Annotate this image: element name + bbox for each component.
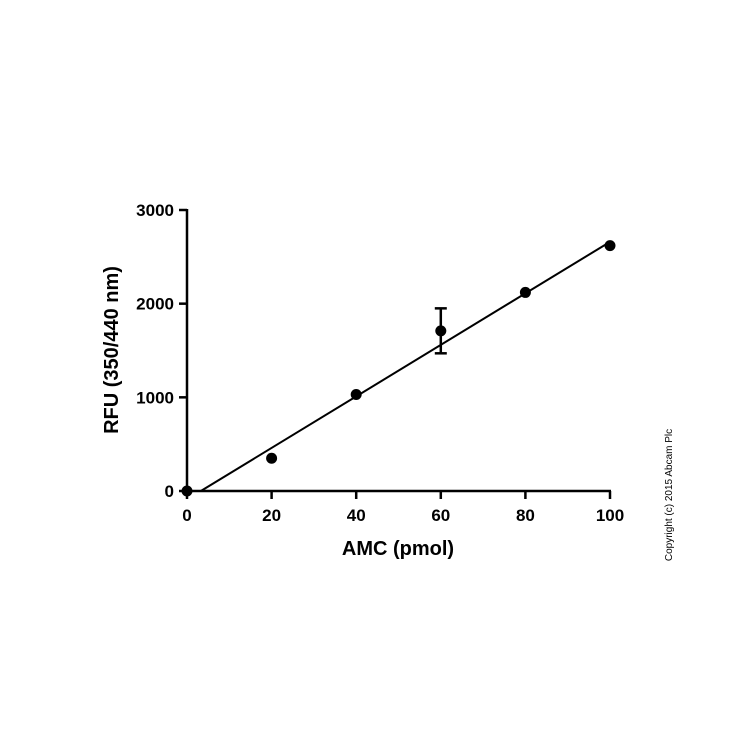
y-tick-label: 2000 — [136, 295, 174, 314]
y-tick-label: 0 — [165, 482, 174, 501]
data-point — [350, 389, 362, 401]
y-tick-label: 1000 — [136, 388, 174, 407]
data-points — [181, 240, 616, 497]
x-tick-label: 20 — [262, 506, 281, 525]
x-tick-label: 80 — [516, 506, 535, 525]
x-axis-title: AMC (pmol) — [342, 538, 454, 560]
data-point — [519, 286, 531, 298]
x-tick-label: 60 — [431, 506, 450, 525]
x-tick-label: 100 — [596, 506, 624, 525]
fit-line — [200, 240, 611, 492]
data-point — [266, 452, 278, 464]
y-axis-title: RFU (350/440 nm) — [101, 266, 123, 434]
data-point — [181, 485, 193, 497]
copyright-text: Copyright (c) 2015 Abcam Plc — [664, 429, 675, 561]
fit-line-group — [200, 240, 611, 492]
data-point — [435, 325, 447, 337]
axes — [185, 209, 611, 493]
data-point — [604, 240, 616, 252]
x-tick-label: 40 — [347, 506, 366, 525]
x-tick-label: 0 — [182, 506, 191, 525]
y-tick-label: 3000 — [136, 201, 174, 220]
